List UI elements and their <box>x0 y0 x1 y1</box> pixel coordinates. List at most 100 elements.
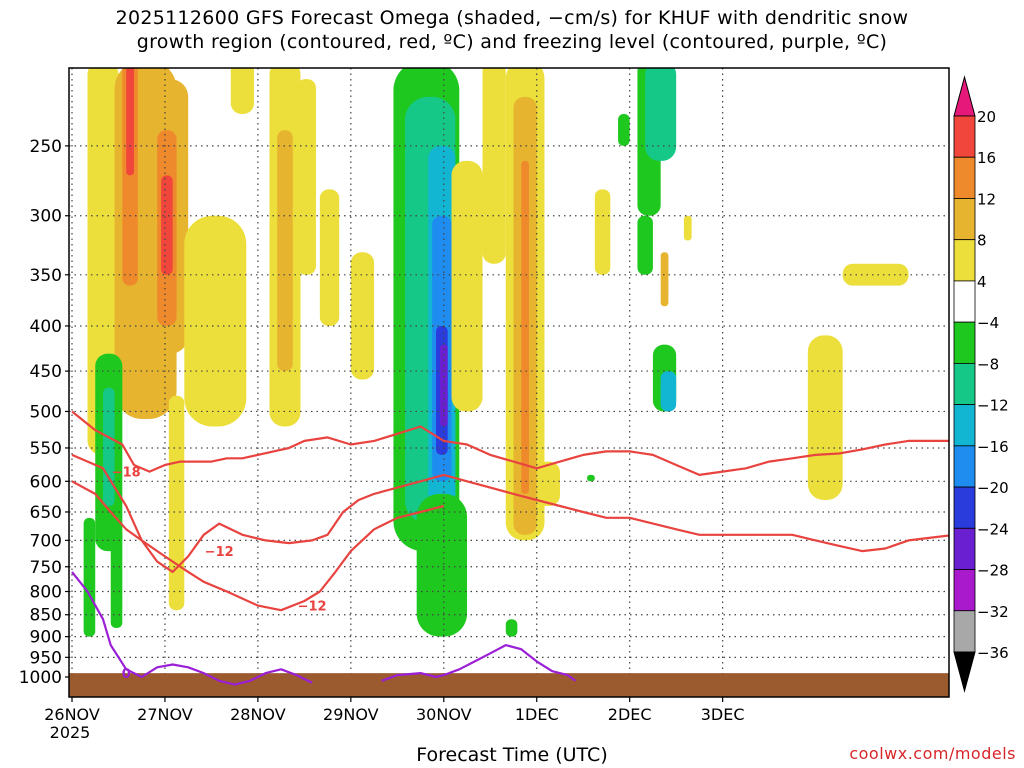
colorbar-label: −8 <box>977 355 999 373</box>
colorbar-swatch <box>953 115 976 158</box>
y-tick-label: 450 <box>30 362 62 382</box>
omega-region <box>102 387 115 507</box>
colorbar-swatch <box>953 527 976 570</box>
colorbar-label: −36 <box>977 644 1009 662</box>
title-line-2: growth region (contoured, red, ºC) and f… <box>136 31 888 53</box>
y-tick-label: 500 <box>30 402 62 422</box>
omega-region <box>536 461 560 507</box>
x-tick-label: 1DEC <box>515 705 559 724</box>
omega-region <box>521 160 529 494</box>
x-tick-label: 28NOV <box>230 705 286 724</box>
x-tick-label: 29NOV <box>323 705 379 724</box>
y-tick-label: 800 <box>30 583 62 603</box>
omega-region <box>110 529 123 629</box>
omega-region <box>482 68 506 264</box>
colorbar-label: 4 <box>977 273 987 291</box>
colorbar-swatch <box>953 198 976 241</box>
colorbar-label: −28 <box>977 562 1009 580</box>
dgz-contour-label: −12 <box>298 600 327 615</box>
colorbar-swatch <box>953 610 976 653</box>
omega-region <box>319 189 340 326</box>
y-axis-ticks: 2503003504004505005506006507007508008509… <box>19 137 69 688</box>
omega-region <box>277 130 293 372</box>
omega-region <box>184 215 247 427</box>
y-tick-label: 1000 <box>19 668 62 688</box>
colorbar-swatch <box>953 569 976 612</box>
colorbar-label: 16 <box>977 149 996 167</box>
freezing-contour-label: 0 <box>122 667 131 682</box>
colorbar: 20 16 12 8 4 −4 −8 −12 −16 −20 −24 −28 −32 −36 <box>953 75 1009 693</box>
chart-title: 2025112600 GFS Forecast Omega (shaded, −… <box>0 6 1024 54</box>
y-tick-label: 550 <box>30 439 62 459</box>
omega-region <box>230 68 255 114</box>
ground-fill <box>69 673 949 697</box>
dgz-contour-line <box>71 480 445 612</box>
colorbar-label: −16 <box>977 438 1009 456</box>
omega-region <box>637 215 653 275</box>
omega-region <box>416 493 468 637</box>
colorbar-label: −24 <box>977 520 1009 538</box>
colorbar-label: 12 <box>977 190 996 208</box>
colorbar-swatch <box>953 404 976 447</box>
omega-region <box>168 395 185 611</box>
y-tick-label: 750 <box>30 558 62 578</box>
x-tick-sublabel: 2025 <box>50 723 91 742</box>
omega-region <box>660 371 677 412</box>
omega-region <box>126 68 134 176</box>
colorbar-label: −20 <box>977 479 1009 497</box>
x-tick-label: 2DEC <box>608 705 652 724</box>
dgz-contour-line <box>71 410 949 476</box>
x-axis-label: Forecast Time (UTC) <box>416 744 608 766</box>
plot-frame <box>68 67 950 698</box>
omega-region <box>660 252 669 307</box>
colorbar-swatch <box>953 239 976 282</box>
y-tick-label: 400 <box>30 317 62 337</box>
freezing-contour-line <box>71 571 313 686</box>
omega-region <box>161 175 173 275</box>
colorbar-swatch <box>953 486 976 529</box>
credit-link[interactable]: coolwx.com/models <box>849 744 1016 763</box>
dgz-contour-line <box>71 453 949 573</box>
omega-region <box>587 474 595 482</box>
omega-region <box>683 215 692 241</box>
omega-region <box>807 335 843 500</box>
x-tick-label: 3DEC <box>701 705 745 724</box>
y-tick-label: 250 <box>30 137 62 157</box>
y-tick-label: 850 <box>30 606 62 626</box>
omega-region <box>439 344 448 427</box>
x-tick-label: 27NOV <box>137 705 193 724</box>
freezing-contour-line <box>381 644 577 682</box>
colorbar-label: 20 <box>977 108 996 126</box>
y-tick-label: 300 <box>30 207 62 227</box>
contour-layer: −18 −12 −12 0 <box>71 410 949 686</box>
x-tick-label: 30NOV <box>416 705 472 724</box>
dgz-contour-label: −12 <box>205 545 234 560</box>
colorbar-swatch <box>953 321 976 364</box>
omega-region <box>451 160 483 412</box>
colorbar-label: −12 <box>977 397 1009 415</box>
omega-region <box>83 517 96 637</box>
omega-region <box>618 113 630 146</box>
y-tick-label: 700 <box>30 531 62 551</box>
y-tick-label: 600 <box>30 472 62 492</box>
colorbar-swatch <box>953 362 976 406</box>
colorbar-bottom-arrow <box>953 651 976 693</box>
omega-region <box>645 68 677 161</box>
colorbar-label: 8 <box>977 232 987 250</box>
omega-shaded-field <box>83 68 909 637</box>
colorbar-label: −4 <box>977 314 999 332</box>
omega-region <box>505 619 518 637</box>
colorbar-swatch <box>953 156 976 199</box>
dgz-contour-label: −18 <box>112 466 141 481</box>
x-tick-label: 26NOV <box>44 705 100 724</box>
omega-region <box>350 252 375 380</box>
omega-region <box>842 263 909 286</box>
grid-lines <box>69 68 949 697</box>
y-tick-label: 350 <box>30 266 62 286</box>
title-line-1: 2025112600 GFS Forecast Omega (shaded, −… <box>115 7 909 29</box>
y-tick-label: 900 <box>30 628 62 648</box>
colorbar-top-arrow <box>953 75 976 117</box>
colorbar-label: −32 <box>977 603 1009 621</box>
